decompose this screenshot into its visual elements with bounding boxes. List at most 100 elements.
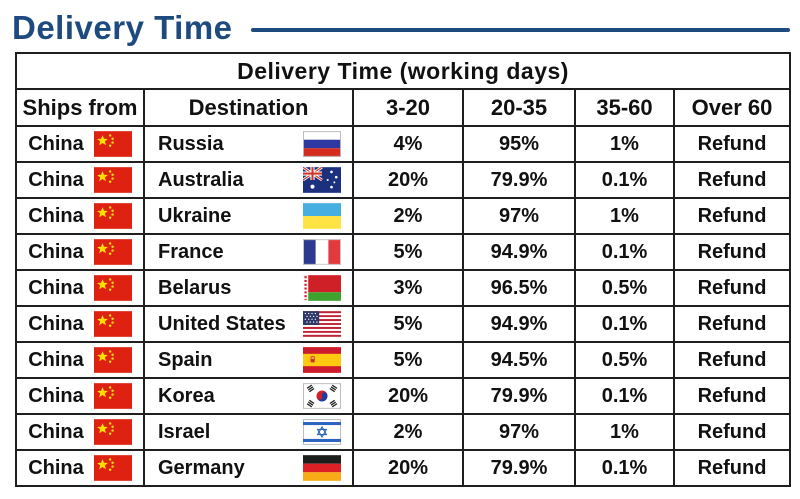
page-header: Delivery Time: [0, 0, 800, 52]
pct-35-60: 1%: [574, 125, 675, 163]
pct-35-60: 0.1%: [574, 449, 675, 487]
united-states-flag-icon: [303, 311, 341, 337]
pct-3-20: 4%: [352, 125, 464, 163]
ships-from-label: China: [28, 132, 84, 155]
pct-20-35: 94.9%: [462, 233, 576, 271]
france-flag-icon: [303, 239, 341, 265]
pct-20-35: 96.5%: [462, 269, 576, 307]
ships-from-label: China: [28, 420, 84, 443]
israel-flag-icon: [303, 419, 341, 445]
col-header-3-20: 3-20: [352, 88, 464, 127]
title-rule: [250, 28, 790, 32]
pct-20-35: 94.5%: [462, 341, 576, 379]
china-flag-icon: [94, 419, 132, 445]
ships-from-label: China: [28, 312, 84, 335]
china-flag-icon: [94, 347, 132, 373]
pct-35-60: 0.5%: [574, 269, 675, 307]
pct-20-35: 79.9%: [462, 161, 576, 199]
pct-20-35: 95%: [462, 125, 576, 163]
over-60-value: Refund: [672, 269, 792, 307]
pct-35-60: 0.1%: [574, 161, 675, 199]
destination-label: Korea: [158, 384, 215, 407]
pct-3-20: 20%: [352, 449, 464, 487]
table-title-row: Delivery Time (working days): [14, 52, 792, 90]
ships-from-label: China: [28, 276, 84, 299]
destination-label: Belarus: [158, 276, 232, 299]
china-flag-icon: [94, 131, 132, 157]
germany-flag-icon: [303, 455, 341, 481]
ships-from-label: China: [28, 204, 84, 227]
pct-20-35: 97%: [462, 413, 576, 451]
over-60-value: Refund: [672, 197, 792, 235]
china-flag-icon: [94, 167, 132, 193]
korea-flag-icon: [303, 383, 341, 409]
pct-35-60: 1%: [574, 197, 675, 235]
china-flag-icon: [94, 455, 132, 481]
pct-3-20: 2%: [352, 197, 464, 235]
over-60-value: Refund: [672, 233, 792, 271]
pct-20-35: 79.9%: [462, 377, 576, 415]
pct-3-20: 20%: [352, 161, 464, 199]
pct-3-20: 2%: [352, 413, 464, 451]
pct-35-60: 1%: [574, 413, 675, 451]
table-row-australia: China Australia 20% 79.9% 0.1% Refund: [15, 161, 792, 199]
col-header-20-35: 20-35: [462, 88, 576, 127]
pct-35-60: 0.5%: [574, 341, 675, 379]
russia-flag-icon: [303, 131, 341, 157]
china-flag-icon: [94, 275, 132, 301]
pct-3-20: 5%: [352, 233, 464, 271]
table-title: Delivery Time (working days): [14, 52, 792, 90]
table-row-israel: China Israel 2% 97% 1% Refund: [15, 413, 792, 451]
pct-20-35: 79.9%: [462, 449, 576, 487]
destination-label: Russia: [158, 132, 224, 155]
page-title: Delivery Time: [12, 9, 233, 46]
china-flag-icon: [94, 203, 132, 229]
col-header-over-60: Over 60: [672, 88, 792, 127]
delivery-time-table: Delivery Time (working days) Ships from …: [14, 52, 792, 487]
ships-from-label: China: [28, 384, 84, 407]
table-row-ukraine: China Ukraine 2% 97% 1% Refund: [15, 197, 792, 235]
pct-3-20: 5%: [352, 305, 464, 343]
ships-from-label: China: [28, 348, 84, 371]
table-row-spain: China Spain 5% 94.5% 0.5% Refund: [15, 341, 792, 379]
over-60-value: Refund: [672, 449, 792, 487]
destination-label: Ukraine: [158, 204, 232, 227]
pct-35-60: 0.1%: [574, 377, 675, 415]
over-60-value: Refund: [672, 125, 792, 163]
china-flag-icon: [94, 311, 132, 337]
col-header-destination: Destination: [143, 88, 354, 127]
table-row-korea: China Korea 20% 79.9% 0.1% Refund: [15, 377, 792, 415]
over-60-value: Refund: [672, 161, 792, 199]
ships-from-label: China: [28, 240, 84, 263]
pct-20-35: 97%: [462, 197, 576, 235]
over-60-value: Refund: [672, 413, 792, 451]
pct-3-20: 5%: [352, 341, 464, 379]
table-row-france: China France 5% 94.9% 0.1% Refund: [15, 233, 792, 271]
china-flag-icon: [94, 383, 132, 409]
pct-35-60: 0.1%: [574, 305, 675, 343]
spain-flag-icon: [303, 347, 341, 373]
australia-flag-icon: [303, 167, 341, 193]
ukraine-flag-icon: [303, 203, 341, 229]
over-60-value: Refund: [672, 341, 792, 379]
destination-label: United States: [158, 312, 286, 335]
column-header-row: Ships from Destination 3-20 20-35 35-60 …: [15, 88, 792, 127]
ships-from-label: China: [28, 168, 84, 191]
over-60-value: Refund: [672, 377, 792, 415]
destination-label: Germany: [158, 456, 245, 479]
destination-label: France: [158, 240, 224, 263]
table-row-united-states: China United States 5% 94.9% 0.1% Refund: [15, 305, 792, 343]
col-header-ships-from: Ships from: [15, 88, 145, 127]
table-row-germany: China Germany 20% 79.9% 0.1% Refund: [15, 449, 792, 487]
col-header-35-60: 35-60: [574, 88, 675, 127]
destination-label: Israel: [158, 420, 211, 443]
pct-3-20: 3%: [352, 269, 464, 307]
table-row-belarus: China Belarus 3% 96.5% 0.5% Refund: [15, 269, 792, 307]
destination-label: Australia: [158, 168, 244, 191]
china-flag-icon: [94, 239, 132, 265]
ships-from-label: China: [28, 456, 84, 479]
table-row-russia: China Russia 4% 95% 1% Refund: [15, 125, 792, 163]
pct-20-35: 94.9%: [462, 305, 576, 343]
pct-35-60: 0.1%: [574, 233, 675, 271]
